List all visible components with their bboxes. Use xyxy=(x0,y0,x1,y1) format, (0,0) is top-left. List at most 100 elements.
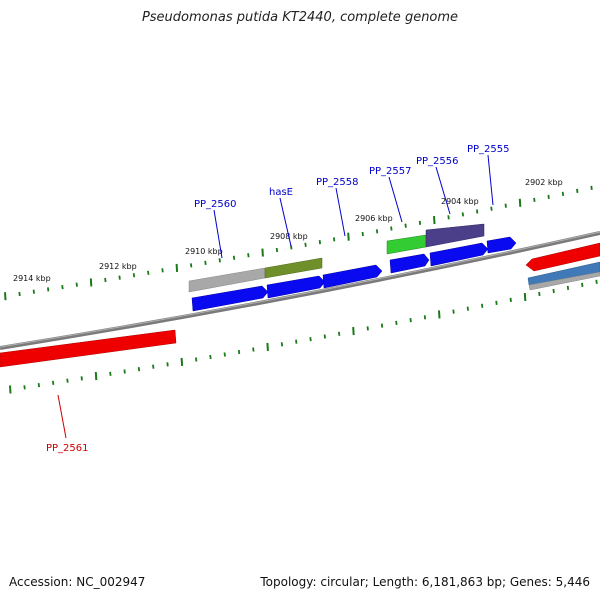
minor-tick xyxy=(161,268,164,273)
gene-label-pp2556[interactable]: PP_2556 xyxy=(416,156,459,167)
gene-feature-green[interactable] xyxy=(386,234,427,255)
minor-tick xyxy=(452,309,455,314)
gene-arrow-pp2560[interactable] xyxy=(191,285,269,312)
minor-tick xyxy=(581,282,584,288)
gene-labels: PP_2560 hasE PP_2558 PP_2557 PP_2556 PP_… xyxy=(46,144,510,454)
minor-tick xyxy=(237,349,241,355)
minor-tick xyxy=(218,258,221,263)
gene-feature-grey-right[interactable] xyxy=(528,271,600,291)
minor-tick xyxy=(404,223,407,228)
minor-tick xyxy=(504,203,507,208)
minor-tick xyxy=(223,352,226,357)
minor-tick xyxy=(280,342,284,347)
minor-tick xyxy=(304,242,307,247)
minor-tick xyxy=(576,188,579,194)
minor-tick xyxy=(466,306,469,311)
minor-tick xyxy=(418,220,422,226)
minor-tick xyxy=(595,279,598,284)
minor-tick xyxy=(132,273,136,278)
minor-tick xyxy=(104,277,107,283)
scale-label: 2906 kbp xyxy=(355,214,393,223)
gene-label-pp2555[interactable]: PP_2555 xyxy=(467,144,510,155)
scale-label: 2914 kbp xyxy=(13,274,51,283)
minor-tick xyxy=(361,231,364,237)
major-tick xyxy=(175,263,179,272)
major-tick xyxy=(4,292,7,301)
scale-label: 2912 kbp xyxy=(99,262,137,271)
major-tick xyxy=(266,342,269,351)
major-tick xyxy=(523,292,527,302)
minor-tick xyxy=(147,270,150,275)
gene-arrow-pp2556[interactable] xyxy=(429,242,489,267)
minor-tick xyxy=(395,320,398,326)
gene-feature-olive[interactable] xyxy=(264,257,323,279)
major-tick xyxy=(518,198,522,207)
gene-label-pp2557[interactable]: PP_2557 xyxy=(369,166,412,177)
minor-tick xyxy=(295,339,298,344)
gene-arrow-hase[interactable] xyxy=(266,275,326,299)
gene-label-pp2560[interactable]: PP_2560 xyxy=(194,199,237,210)
minor-tick xyxy=(552,288,555,294)
scale-label: 2904 kbp xyxy=(441,197,479,206)
major-tick xyxy=(261,248,264,257)
minor-tick xyxy=(52,380,55,386)
minor-tick xyxy=(509,297,512,303)
minor-tick xyxy=(461,212,464,217)
major-tick xyxy=(89,278,93,287)
minor-tick xyxy=(80,376,83,381)
minor-tick xyxy=(366,326,369,331)
minor-tick xyxy=(37,382,40,388)
gene-arrow-pp2558[interactable] xyxy=(322,264,383,289)
minor-tick xyxy=(338,331,341,336)
minor-tick xyxy=(566,285,570,291)
minor-tick xyxy=(561,191,565,197)
minor-tick xyxy=(275,247,279,253)
minor-tick xyxy=(423,315,427,320)
map-title: Pseudomonas putida KT2440, complete geno… xyxy=(141,10,459,25)
minor-tick xyxy=(123,369,126,374)
major-tick xyxy=(9,385,12,394)
major-tick xyxy=(94,372,98,381)
inner-tick-ring xyxy=(9,279,598,394)
minor-tick xyxy=(137,366,141,372)
minor-tick xyxy=(47,287,50,292)
genome-summary-text: Topology: circular; Length: 6,181,863 bp… xyxy=(260,575,590,589)
gene-feature-purple[interactable] xyxy=(425,223,485,248)
minor-tick xyxy=(166,362,169,367)
minor-tick xyxy=(390,226,393,231)
gene-feature-red-right[interactable] xyxy=(525,242,600,272)
minor-tick xyxy=(204,260,207,266)
minor-tick xyxy=(152,364,155,369)
minor-tick xyxy=(476,209,479,214)
forward-features-row1 xyxy=(188,223,485,293)
gene-arrow-pp2555[interactable] xyxy=(486,236,517,254)
gene-label-pp2561[interactable]: PP_2561 xyxy=(46,443,89,454)
gene-feature-steelblue[interactable] xyxy=(527,261,600,286)
major-tick xyxy=(347,232,350,241)
gene-arrow-pp2557[interactable] xyxy=(389,253,430,274)
minor-tick xyxy=(18,291,21,297)
minor-tick xyxy=(252,347,255,352)
minor-tick xyxy=(318,239,321,245)
minor-tick xyxy=(333,237,336,242)
major-tick xyxy=(433,216,436,225)
minor-tick xyxy=(209,354,212,360)
minor-tick xyxy=(547,194,550,200)
gene-label-pp2558[interactable]: PP_2558 xyxy=(316,177,359,188)
genome-backbone xyxy=(0,231,600,350)
minor-tick xyxy=(75,282,78,287)
minor-tick xyxy=(375,229,379,234)
gene-label-hase[interactable]: hasE xyxy=(269,187,293,198)
gene-feature-pp2561[interactable] xyxy=(0,329,177,368)
minor-tick xyxy=(118,275,121,280)
minor-tick xyxy=(533,197,536,203)
minor-tick xyxy=(481,303,484,308)
minor-tick xyxy=(61,284,64,290)
accession-text: Accession: NC_002947 xyxy=(9,575,146,589)
minor-tick xyxy=(309,336,312,342)
minor-tick xyxy=(495,300,498,306)
minor-tick xyxy=(32,289,35,294)
minor-tick xyxy=(490,206,493,211)
scale-label: 2902 kbp xyxy=(525,178,563,187)
